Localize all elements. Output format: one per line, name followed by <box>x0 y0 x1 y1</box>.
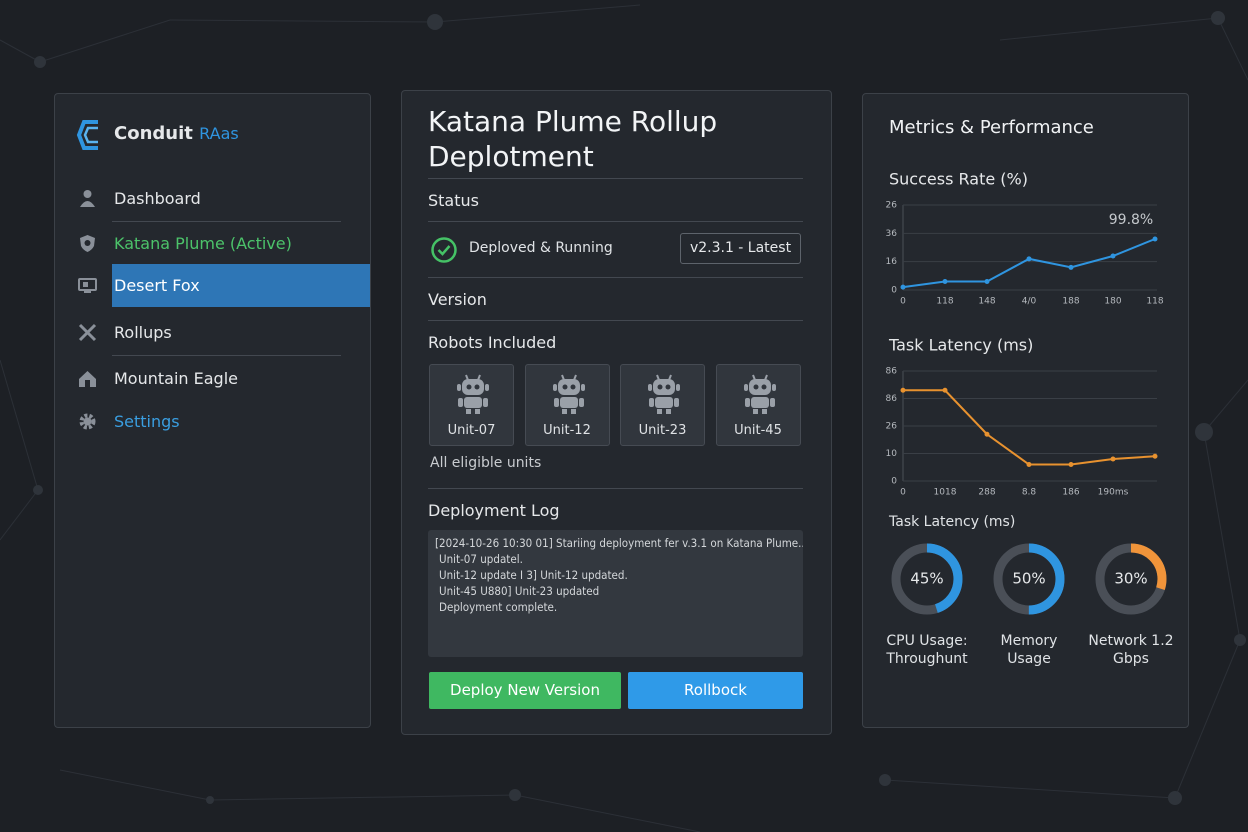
divider <box>112 355 341 356</box>
gauge-label: CPU Usage: Throughunt <box>886 633 968 667</box>
robot-name: Unit-12 <box>543 423 591 438</box>
robot-card[interactable]: Unit-23 <box>620 364 705 446</box>
log-line: Deployment complete. <box>439 600 558 614</box>
version-label: Version <box>428 290 487 309</box>
nav-icon <box>78 278 97 293</box>
nav-icon <box>80 190 95 207</box>
nav-item[interactable]: Dashboard <box>58 177 370 220</box>
nav-icon <box>79 371 96 387</box>
deployment-title: Katana Plume Rollup Deplotment <box>428 105 718 173</box>
divider <box>428 178 803 179</box>
nav-icon <box>80 235 95 252</box>
brand-logo <box>76 120 98 150</box>
gauges-title: Task Latency (ms) <box>889 514 1016 530</box>
status-icon <box>431 237 457 263</box>
nav-label: Dashboard <box>114 189 201 208</box>
robot-name: Unit-45 <box>734 423 782 438</box>
log-line: Unit-45 U880] Unit-23 updated <box>439 584 600 598</box>
nav-item[interactable]: Desert Fox <box>58 264 370 307</box>
nav-item[interactable]: Mountain Eagle <box>58 357 370 400</box>
nav-label: Desert Fox <box>114 276 200 295</box>
metrics-title: Metrics & Performance <box>889 117 1094 138</box>
divider <box>112 221 341 222</box>
rollback-button[interactable]: Rollbock <box>628 672 803 709</box>
status-label: Status <box>428 191 479 210</box>
status-text: Deploved & Running <box>469 240 613 256</box>
brand-name: Conduit <box>114 123 193 144</box>
robot-icon <box>648 374 680 414</box>
brand-suffix: RAas <box>199 124 239 143</box>
divider <box>428 488 803 489</box>
sidebar <box>54 93 371 728</box>
robot-card[interactable]: Unit-12 <box>524 364 610 446</box>
log-label: Deployment Log <box>428 501 560 520</box>
nav-item[interactable]: Katana Plume (Active) <box>58 222 370 265</box>
robot-icon <box>743 374 776 414</box>
nav-item[interactable]: Settings <box>58 400 370 443</box>
deploy-button[interactable]: Deploy New Version <box>429 672 621 709</box>
nav-label: Mountain Eagle <box>114 369 238 388</box>
deployment-log[interactable]: [2024-10-26 10:30 01] Stariing deploymen… <box>428 530 803 657</box>
gauge-label: Network 1.2 Gbps <box>1088 633 1174 667</box>
robot-name: Unit-23 <box>638 423 687 438</box>
divider <box>428 320 803 321</box>
log-line: [2024-10-26 10:30 01] Stariing deploymen… <box>435 536 803 550</box>
nav-label: Katana Plume (Active) <box>114 234 292 253</box>
divider <box>428 277 803 278</box>
log-line: Unit-07 updatel. <box>439 552 523 566</box>
divider <box>428 221 803 222</box>
robot-card[interactable]: Unit-45 <box>715 364 801 446</box>
nav-icon <box>79 413 96 430</box>
nav-icon <box>78 323 97 342</box>
log-line: Unit-12 update I 3] Unit-12 updated. <box>439 568 628 582</box>
nav-highlight <box>112 264 370 307</box>
gauge-label: Memory Usage <box>1000 633 1058 667</box>
nav-label: Settings <box>114 412 180 431</box>
robot-icon <box>457 374 489 414</box>
nav-item[interactable]: Rollups <box>58 311 370 354</box>
nav-label: Rollups <box>114 323 172 342</box>
robots-label: Robots Included <box>428 333 557 352</box>
robot-card[interactable]: Unit-07 <box>429 364 514 446</box>
robot-name: Unit-07 <box>447 423 496 438</box>
version-select[interactable]: v2.3.1 - Latest <box>680 233 801 264</box>
brand: Conduit RAas <box>114 123 239 144</box>
robot-icon <box>552 374 585 414</box>
robots-note: All eligible units <box>430 455 542 471</box>
